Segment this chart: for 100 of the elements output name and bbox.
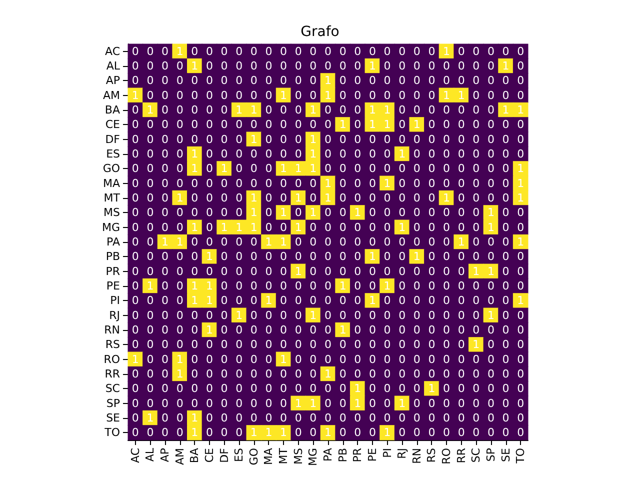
data-label: 0 <box>384 338 391 352</box>
x-tick-label: PE <box>366 448 379 462</box>
data-label: 0 <box>206 412 213 424</box>
y-tick-label: SE <box>106 412 120 424</box>
data-label: 0 <box>339 104 346 116</box>
data-label: 0 <box>162 280 169 292</box>
data-label: 1 <box>250 220 258 234</box>
data-label: 0 <box>146 148 154 160</box>
data-label: 0 <box>398 324 406 336</box>
data-label: 0 <box>280 338 288 352</box>
data-label: 0 <box>458 250 465 264</box>
data-label: 0 <box>220 206 228 220</box>
data-label: 0 <box>294 426 302 440</box>
data-label: 0 <box>354 148 362 160</box>
data-label: 0 <box>206 382 213 396</box>
data-label: 1 <box>294 192 302 204</box>
data-label: 0 <box>487 412 494 424</box>
data-label: 0 <box>176 148 184 160</box>
data-label: 0 <box>458 176 465 190</box>
data-label: 0 <box>250 294 258 308</box>
data-label: 1 <box>280 236 288 248</box>
data-label: 0 <box>176 162 184 176</box>
data-label: 0 <box>354 74 362 88</box>
data-label: 0 <box>368 192 376 204</box>
data-label: 0 <box>146 294 154 308</box>
data-label: 0 <box>398 60 406 72</box>
data-label: 1 <box>384 104 391 116</box>
y-tick-label: PR <box>106 264 120 278</box>
data-label: 0 <box>354 294 362 308</box>
data-label: 0 <box>265 324 272 336</box>
data-label: 1 <box>339 118 346 132</box>
data-label: 0 <box>310 44 317 58</box>
data-label: 1 <box>384 426 391 440</box>
data-label: 1 <box>443 44 450 58</box>
data-label: 0 <box>294 352 302 366</box>
data-label: 0 <box>162 324 169 336</box>
data-label: 0 <box>146 396 154 410</box>
data-label: 0 <box>162 192 169 204</box>
data-label: 0 <box>176 250 184 264</box>
data-label: 0 <box>368 368 376 380</box>
data-label: 0 <box>176 118 184 132</box>
y-tick-label: PB <box>106 250 120 264</box>
data-label: 0 <box>162 132 169 146</box>
data-label: 1 <box>265 294 272 308</box>
data-label: 1 <box>280 206 288 220</box>
x-tick-label: RN <box>410 448 424 464</box>
data-label: 1 <box>487 308 494 322</box>
data-label: 0 <box>324 104 332 116</box>
data-label: 0 <box>236 250 243 264</box>
data-label: 0 <box>206 426 213 440</box>
data-label: 0 <box>236 396 243 410</box>
data-label: 0 <box>443 338 450 352</box>
data-label: 0 <box>146 382 154 396</box>
data-label: 0 <box>206 396 213 410</box>
data-label: 0 <box>176 308 184 322</box>
data-label: 0 <box>206 148 213 160</box>
data-label: 0 <box>517 206 524 220</box>
data-label: 0 <box>310 412 317 424</box>
x-tick-label: CE <box>202 448 216 463</box>
data-label: 0 <box>398 118 406 132</box>
data-label: 1 <box>339 324 346 336</box>
y-tick-label: SC <box>105 382 120 396</box>
data-label: 0 <box>472 352 480 366</box>
data-label: 0 <box>206 206 213 220</box>
data-label: 0 <box>384 220 391 234</box>
data-label: 0 <box>428 88 436 102</box>
x-tick-label: AL <box>144 447 157 462</box>
data-label: 1 <box>191 60 198 72</box>
x-tick-label: MT <box>277 448 290 464</box>
data-label: 0 <box>176 176 184 190</box>
data-label: 0 <box>294 104 302 116</box>
data-label: 0 <box>398 132 406 146</box>
data-label: 0 <box>458 220 465 234</box>
data-label: 0 <box>384 412 391 424</box>
data-label: 1 <box>191 426 198 440</box>
data-label: 0 <box>458 60 465 72</box>
data-label: 0 <box>206 220 213 234</box>
data-label: 0 <box>428 148 436 160</box>
data-label: 0 <box>487 324 494 336</box>
data-label: 0 <box>310 118 317 132</box>
data-label: 0 <box>294 88 302 102</box>
data-label: 1 <box>310 162 317 176</box>
data-label: 0 <box>517 352 524 366</box>
data-label: 0 <box>443 148 450 160</box>
data-label: 0 <box>310 382 317 396</box>
data-label: 0 <box>458 44 465 58</box>
data-label: 0 <box>176 60 184 72</box>
data-label: 0 <box>236 368 243 380</box>
data-label: 0 <box>146 192 154 204</box>
x-tick-label: AM <box>173 448 186 466</box>
data-label: 0 <box>191 250 198 264</box>
y-tick-label: DF <box>105 132 120 146</box>
data-label: 0 <box>443 412 450 424</box>
data-label: 0 <box>310 88 317 102</box>
data-label: 0 <box>324 148 332 160</box>
data-label: 0 <box>236 162 243 176</box>
data-label: 0 <box>236 132 243 146</box>
data-label: 0 <box>517 88 524 102</box>
data-label: 0 <box>220 250 228 264</box>
data-label: 0 <box>487 426 494 440</box>
